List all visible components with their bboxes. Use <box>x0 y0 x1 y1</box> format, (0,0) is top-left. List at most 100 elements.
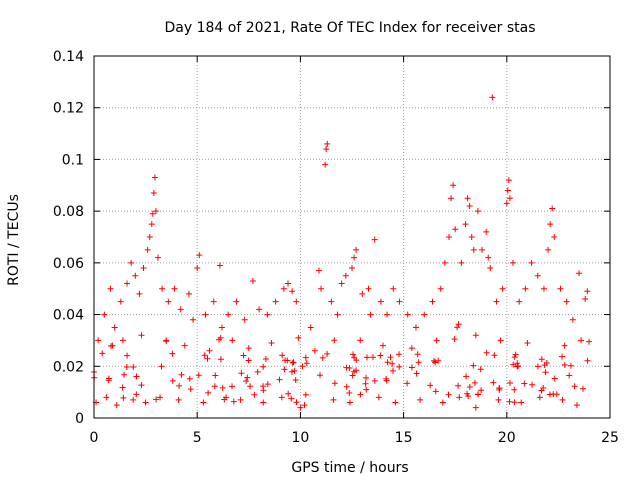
data-point <box>324 140 331 147</box>
chart-title: Day 184 of 2021, Rate Of TEC Index for r… <box>164 20 535 36</box>
data-point <box>540 285 547 292</box>
data-point <box>545 246 552 253</box>
data-point <box>311 347 318 354</box>
data-point <box>396 298 403 305</box>
data-point <box>433 337 440 344</box>
data-point <box>142 399 149 406</box>
data-point <box>466 202 473 209</box>
x-axis-title: GPS time / hours <box>291 460 408 476</box>
data-point <box>462 221 469 228</box>
data-point <box>148 221 155 228</box>
data-point <box>301 402 308 409</box>
data-point <box>342 272 349 279</box>
data-point <box>194 265 201 272</box>
data-point <box>241 316 248 323</box>
data-point <box>152 208 159 215</box>
data-point <box>474 208 481 215</box>
data-point <box>468 234 475 240</box>
x-tick-label: 10 <box>291 430 309 446</box>
data-point <box>551 234 558 240</box>
data-point <box>117 298 124 305</box>
data-point <box>576 270 583 277</box>
data-point <box>384 311 391 318</box>
data-point <box>377 298 384 305</box>
data-point <box>138 332 145 339</box>
y-tick-label: 0.02 <box>53 359 84 375</box>
data-point <box>450 182 457 189</box>
data-point <box>165 298 172 305</box>
data-point <box>159 285 166 292</box>
data-point <box>218 324 225 331</box>
y-tick-label: 0 <box>75 411 84 427</box>
data-point <box>487 265 494 272</box>
data-point <box>334 311 341 318</box>
data-point <box>175 396 182 403</box>
data-point <box>505 177 512 184</box>
data-point <box>408 345 415 352</box>
y-tick-label: 0.08 <box>53 204 84 220</box>
y-tick-label: 0.14 <box>53 49 84 65</box>
data-point <box>367 311 374 318</box>
data-point <box>99 350 106 357</box>
data-point <box>503 200 510 207</box>
data-point <box>446 234 453 240</box>
data-point <box>150 190 157 197</box>
data-point <box>522 285 529 292</box>
data-point <box>493 298 500 305</box>
data-point <box>479 246 486 253</box>
data-point <box>371 236 378 243</box>
data-point <box>563 298 570 305</box>
data-point <box>534 272 541 279</box>
x-tick-label: 5 <box>193 430 202 446</box>
data-point <box>149 210 156 217</box>
data-point <box>144 246 151 253</box>
data-point <box>456 394 463 401</box>
data-point <box>509 259 516 266</box>
data-point <box>379 342 386 349</box>
data-point <box>365 285 372 292</box>
data-point <box>584 288 591 295</box>
data-point <box>202 311 209 318</box>
data-point <box>353 246 360 253</box>
data-point <box>390 285 397 292</box>
data-point <box>573 402 580 409</box>
data-point <box>136 290 143 297</box>
data-point <box>154 254 161 261</box>
data-point <box>569 316 576 323</box>
data-point <box>489 94 496 101</box>
data-point <box>140 265 147 272</box>
dense-data-band <box>91 321 593 406</box>
data-point <box>528 259 535 266</box>
data-point <box>330 396 337 403</box>
y-axis-title: ROTI / TECUs <box>6 194 22 286</box>
data-point <box>216 262 223 269</box>
data-point <box>559 396 566 403</box>
data-point <box>437 285 444 292</box>
data-point <box>280 285 287 292</box>
data-point <box>111 324 118 331</box>
data-point <box>101 311 108 318</box>
data-point <box>196 252 203 259</box>
data-point <box>260 399 267 406</box>
data-point <box>185 290 192 297</box>
data-point <box>499 285 506 292</box>
x-tick-label: 0 <box>90 430 99 446</box>
data-point <box>349 265 355 272</box>
data-point <box>346 399 353 406</box>
data-point <box>524 340 531 347</box>
data-point <box>536 394 543 401</box>
data-point <box>225 311 232 318</box>
data-point <box>233 298 240 305</box>
data-layer <box>91 94 593 411</box>
data-point <box>470 246 477 253</box>
data-point <box>264 311 271 318</box>
data-point <box>351 254 358 261</box>
data-point <box>210 298 217 305</box>
data-point <box>561 342 568 349</box>
data-point <box>338 280 345 287</box>
data-point <box>549 205 556 212</box>
data-point <box>497 337 504 344</box>
data-point <box>318 285 325 292</box>
